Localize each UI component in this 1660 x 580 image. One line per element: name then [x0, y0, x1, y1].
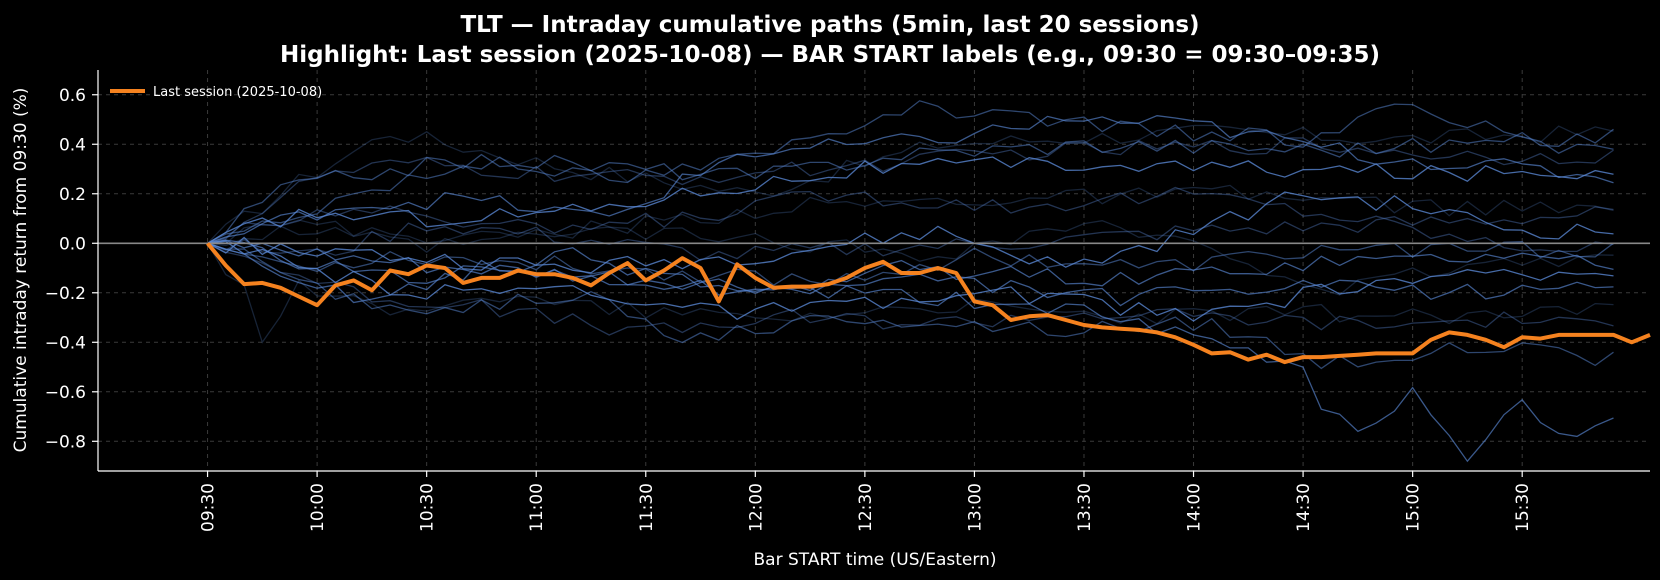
highlight-series	[206, 242, 1651, 365]
chart-title-line2: Highlight: Last session (2025-10-08) — B…	[280, 42, 1380, 68]
y-axis-ticks: −0.8 −0.6 −0.4 −0.2 0.0 0.2 0.4 0.6	[45, 86, 98, 452]
session-path-line	[207, 128, 1614, 244]
x-tick-label: 13:30	[1075, 483, 1095, 532]
x-tick-label: 10:30	[418, 483, 438, 532]
session-path-line	[207, 242, 1614, 336]
x-tick-label: 12:30	[856, 483, 876, 532]
session-path-line	[207, 242, 1614, 370]
x-tick-label: 14:00	[1185, 483, 1205, 532]
y-axis-label: Cumulative intraday return from 09:30 (%…	[11, 88, 31, 453]
session-path-line	[207, 206, 1614, 262]
x-tick-label: 11:30	[637, 483, 657, 532]
session-path-line	[207, 124, 1614, 244]
y-tick-label: −0.8	[45, 432, 86, 452]
y-tick-label: 0.0	[59, 234, 86, 254]
session-path-line	[207, 115, 1614, 244]
y-tick-label: −0.2	[45, 284, 86, 304]
y-tick-label: 0.4	[59, 135, 86, 155]
session-path-line	[207, 242, 1614, 304]
x-tick-label: 09:30	[199, 483, 219, 532]
session-path-line	[207, 241, 1614, 286]
legend: Last session (2025-10-08)	[110, 85, 322, 100]
x-tick-label: 11:00	[527, 483, 547, 532]
session-path-line	[207, 100, 1614, 244]
y-tick-label: −0.4	[45, 333, 86, 353]
session-path-line	[207, 220, 1614, 296]
x-tick-label: 12:00	[746, 483, 766, 532]
x-tick-label: 10:00	[308, 483, 328, 532]
y-tick-label: 0.2	[59, 185, 86, 205]
session-path-line	[207, 239, 1614, 307]
session-path-line	[207, 240, 1614, 322]
x-tick-label: 14:30	[1294, 483, 1314, 532]
y-tick-label: 0.6	[59, 86, 86, 106]
legend-label: Last session (2025-10-08)	[153, 85, 322, 100]
session-path-line	[207, 191, 1614, 274]
session-path-line	[207, 186, 1614, 253]
x-axis-ticks: 09:30 10:00 10:30 11:00 11:30 12:00 12:30 13:00…	[199, 471, 1533, 532]
x-tick-label: 15:00	[1404, 483, 1424, 532]
session-path-line	[207, 184, 1614, 245]
session-path-line	[207, 242, 1614, 344]
x-tick-label: 13:00	[965, 483, 985, 532]
y-tick-label: −0.6	[45, 383, 86, 403]
x-axis-label: Bar START time (US/Eastern)	[754, 550, 997, 570]
chart-title-line1: TLT — Intraday cumulative paths (5min, l…	[460, 12, 1199, 38]
session-path-line	[207, 156, 1614, 244]
x-tick-label: 15:30	[1513, 483, 1533, 532]
highlight-session-line	[206, 242, 1651, 365]
axes	[97, 70, 1650, 472]
